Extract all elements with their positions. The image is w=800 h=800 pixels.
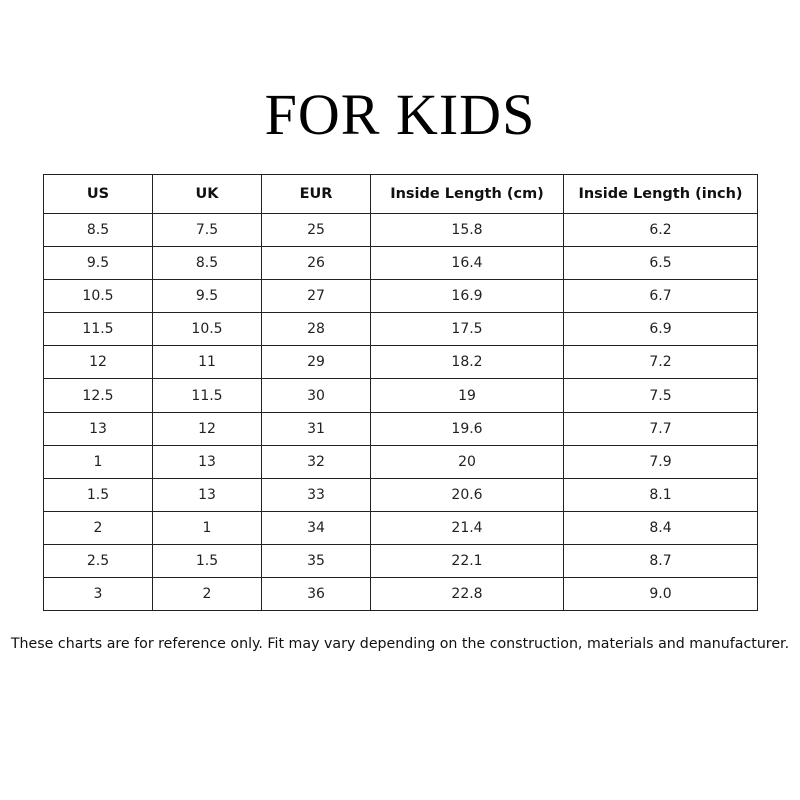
- header-length-cm: Inside Length (cm): [370, 174, 564, 214]
- cell-length-cm: 15.8: [370, 212, 564, 248]
- cell-eur: 27: [261, 279, 371, 314]
- cell-uk: 9.5: [152, 279, 262, 314]
- cell-length-cm: 17.5: [370, 312, 564, 347]
- cell-length-cm: 16.9: [370, 279, 564, 314]
- cell-us: 13: [43, 411, 153, 446]
- cell-length-cm: 19: [370, 378, 564, 413]
- cell-length-inch: 8.4: [563, 510, 758, 545]
- cell-length-inch: 8.1: [563, 477, 758, 512]
- cell-us: 10.5: [43, 279, 153, 314]
- table-row: 3 2 36 22.8 9.0: [43, 577, 758, 612]
- header-uk: UK: [152, 174, 262, 214]
- page-title: FOR KIDS: [264, 82, 536, 147]
- disclaimer-note: These charts are for reference only. Fit…: [10, 636, 790, 652]
- cell-length-inch: 7.5: [563, 378, 758, 413]
- table-row: 12 11 29 18.2 7.2: [43, 345, 758, 380]
- cell-us: 12: [43, 345, 153, 380]
- table-row: 13 12 31 19.6 7.7: [43, 411, 758, 446]
- table-row: 2.5 1.5 35 22.1 8.7: [43, 543, 758, 579]
- cell-us: 1.5: [43, 477, 153, 512]
- cell-uk: 12: [152, 411, 262, 446]
- cell-uk: 11: [152, 345, 262, 380]
- table-row: 2 1 34 21.4 8.4: [43, 510, 758, 545]
- table-row: 11.5 10.5 28 17.5 6.9: [43, 312, 758, 347]
- cell-length-inch: 8.7: [563, 543, 758, 579]
- cell-uk: 8.5: [152, 246, 262, 281]
- cell-us: 11.5: [43, 312, 153, 347]
- cell-us: 2.5: [43, 543, 153, 579]
- cell-uk: 13: [152, 444, 262, 479]
- cell-us: 1: [43, 444, 153, 479]
- cell-us: 12.5: [43, 378, 153, 413]
- cell-length-cm: 20.6: [370, 477, 564, 512]
- cell-eur: 26: [261, 246, 371, 281]
- cell-eur: 36: [261, 577, 371, 612]
- cell-length-cm: 22.1: [370, 543, 564, 579]
- cell-eur: 33: [261, 477, 371, 512]
- cell-length-inch: 6.2: [563, 212, 758, 248]
- cell-eur: 35: [261, 543, 371, 579]
- cell-eur: 31: [261, 411, 371, 446]
- table-row: 8.5 7.5 25 15.8 6.2: [43, 212, 758, 248]
- cell-length-inch: 7.2: [563, 345, 758, 380]
- cell-length-inch: 7.7: [563, 411, 758, 446]
- table-row: 10.5 9.5 27 16.9 6.7: [43, 279, 758, 314]
- cell-uk: 7.5: [152, 212, 262, 248]
- cell-eur: 30: [261, 378, 371, 413]
- header-eur: EUR: [261, 174, 371, 214]
- cell-length-inch: 7.9: [563, 444, 758, 479]
- table-row: 12.5 11.5 30 19 7.5: [43, 378, 758, 413]
- cell-eur: 32: [261, 444, 371, 479]
- table-row: 1.5 13 33 20.6 8.1: [43, 477, 758, 512]
- cell-us: 3: [43, 577, 153, 612]
- cell-eur: 28: [261, 312, 371, 347]
- cell-length-cm: 19.6: [370, 411, 564, 446]
- cell-eur: 29: [261, 345, 371, 380]
- cell-length-inch: 6.5: [563, 246, 758, 281]
- cell-length-cm: 20: [370, 444, 564, 479]
- cell-us: 2: [43, 510, 153, 545]
- cell-uk: 13: [152, 477, 262, 512]
- cell-eur: 34: [261, 510, 371, 545]
- cell-uk: 2: [152, 577, 262, 612]
- cell-length-cm: 21.4: [370, 510, 564, 545]
- cell-uk: 1.5: [152, 543, 262, 579]
- cell-length-cm: 22.8: [370, 577, 564, 612]
- header-length-inch: Inside Length (inch): [563, 174, 758, 214]
- cell-length-inch: 6.9: [563, 312, 758, 347]
- cell-us: 9.5: [43, 246, 153, 281]
- cell-uk: 11.5: [152, 378, 262, 413]
- size-chart-table: US UK EUR Inside Length (cm) Inside Leng…: [43, 174, 758, 612]
- cell-length-cm: 16.4: [370, 246, 564, 281]
- cell-uk: 1: [152, 510, 262, 545]
- cell-uk: 10.5: [152, 312, 262, 347]
- cell-us: 8.5: [43, 212, 153, 248]
- table-header-row: US UK EUR Inside Length (cm) Inside Leng…: [43, 174, 758, 214]
- table-row: 1 13 32 20 7.9: [43, 444, 758, 479]
- cell-length-inch: 9.0: [563, 577, 758, 612]
- cell-eur: 25: [261, 212, 371, 248]
- cell-length-inch: 6.7: [563, 279, 758, 314]
- cell-length-cm: 18.2: [370, 345, 564, 380]
- table-row: 9.5 8.5 26 16.4 6.5: [43, 246, 758, 281]
- header-us: US: [43, 174, 153, 214]
